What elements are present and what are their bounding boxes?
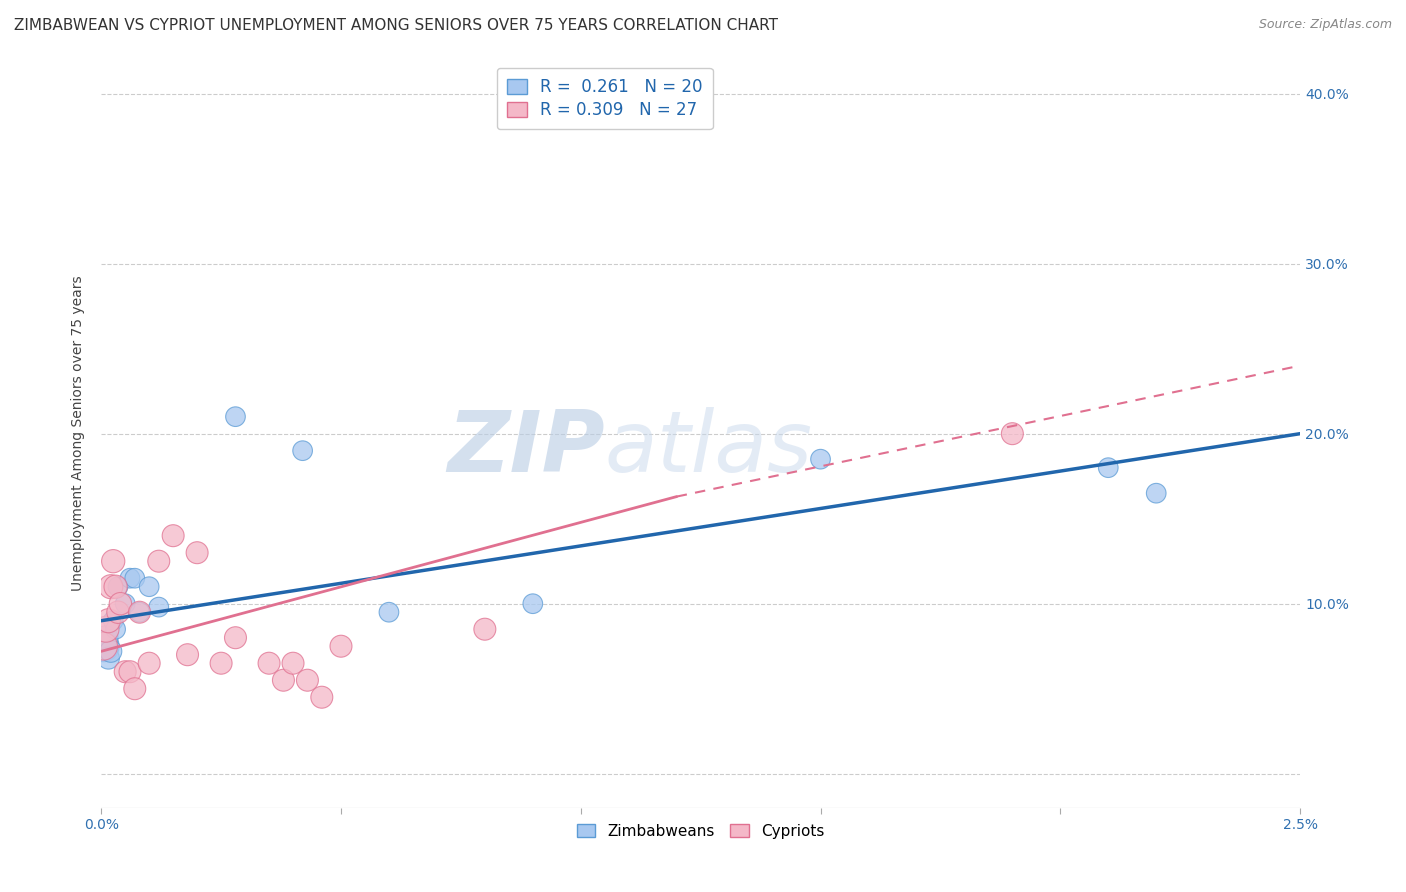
Point: [103, 554, 125, 568]
Point: [104, 622, 127, 636]
Point: [93, 639, 115, 653]
Point: [100, 580, 122, 594]
Point: [128, 605, 150, 619]
Point: [138, 580, 160, 594]
Point: [257, 657, 280, 671]
Text: Source: ZipAtlas.com: Source: ZipAtlas.com: [1258, 18, 1392, 31]
Point: [311, 690, 333, 705]
Point: [138, 657, 160, 671]
Point: [94, 631, 117, 645]
Y-axis label: Unemployment Among Seniors over 75 years: Unemployment Among Seniors over 75 years: [72, 276, 86, 591]
Point: [118, 665, 141, 679]
Point: [148, 554, 170, 568]
Point: [110, 597, 132, 611]
Point: [128, 605, 150, 619]
Point: [474, 622, 496, 636]
Point: [162, 529, 184, 543]
Point: [94, 622, 117, 636]
Point: [93, 639, 115, 653]
Text: ZIP: ZIP: [447, 407, 605, 490]
Point: [810, 452, 832, 467]
Point: [224, 631, 246, 645]
Point: [1144, 486, 1167, 500]
Point: [1001, 426, 1024, 441]
Point: [176, 648, 198, 662]
Point: [107, 580, 129, 594]
Point: [224, 409, 246, 424]
Point: [104, 580, 127, 594]
Text: atlas: atlas: [605, 407, 813, 490]
Point: [118, 571, 141, 585]
Point: [100, 644, 122, 658]
Point: [1097, 460, 1119, 475]
Point: [114, 665, 136, 679]
Point: [330, 639, 353, 653]
Legend: Zimbabweans, Cypriots: Zimbabweans, Cypriots: [571, 818, 831, 845]
Point: [148, 600, 170, 615]
Point: [522, 597, 544, 611]
Point: [124, 571, 146, 585]
Point: [281, 657, 304, 671]
Point: [378, 605, 401, 619]
Point: [209, 657, 232, 671]
Point: [273, 673, 295, 688]
Text: ZIMBABWEAN VS CYPRIOT UNEMPLOYMENT AMONG SENIORS OVER 75 YEARS CORRELATION CHART: ZIMBABWEAN VS CYPRIOT UNEMPLOYMENT AMONG…: [14, 18, 778, 33]
Point: [103, 614, 125, 628]
Point: [291, 443, 314, 458]
Point: [107, 605, 129, 619]
Point: [114, 597, 136, 611]
Point: [97, 614, 120, 628]
Point: [297, 673, 319, 688]
Point: [186, 546, 208, 560]
Point: [124, 681, 146, 696]
Point: [97, 651, 120, 665]
